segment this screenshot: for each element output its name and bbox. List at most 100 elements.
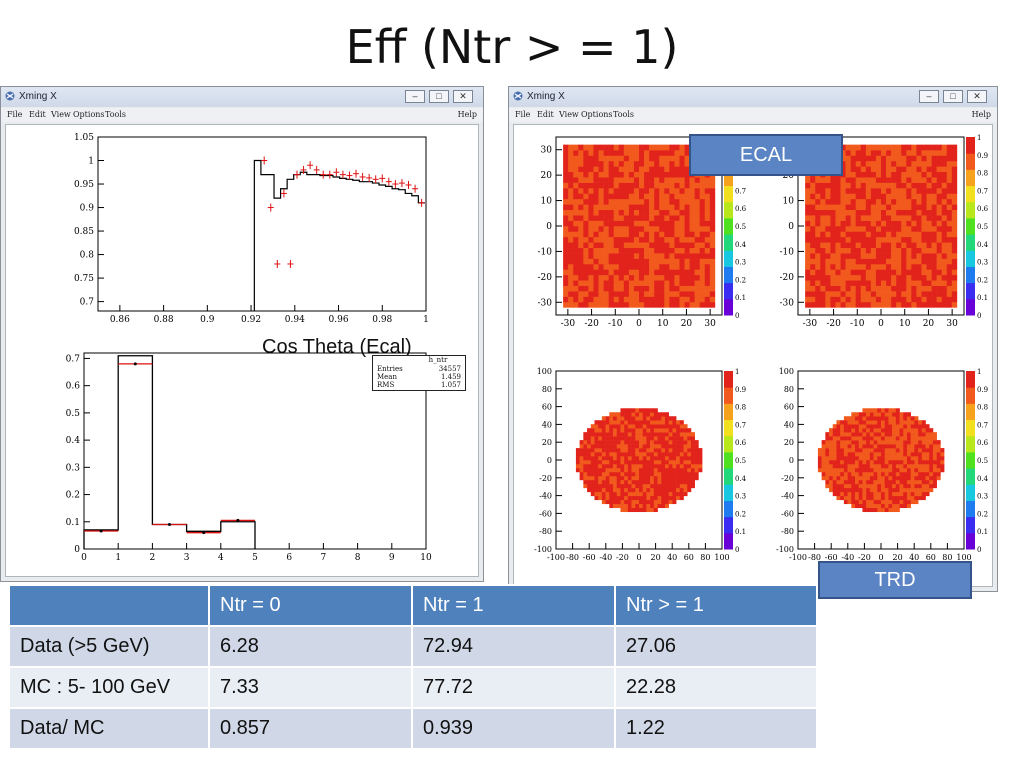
heatmap-cell (642, 424, 647, 429)
heatmap-cell (628, 188, 635, 194)
heatmap-cell (578, 263, 584, 270)
heatmap-cell (825, 471, 830, 477)
heatmap-cell (855, 215, 862, 221)
heatmap-cell (835, 247, 841, 254)
x-tick-label: 0.98 (372, 315, 392, 325)
heatmap-cell (578, 296, 584, 303)
heatmap-cell (704, 242, 711, 248)
heatmap-cell (843, 475, 848, 481)
heatmap-cell (664, 448, 669, 453)
close-button[interactable]: ✕ (453, 90, 473, 103)
x-tick-label: 0 (636, 319, 642, 329)
menu-file[interactable]: File (7, 110, 23, 119)
heatmap-cell (609, 452, 614, 457)
heatmap-cell (623, 171, 630, 178)
heatmap-cell (881, 280, 887, 286)
root-canvas[interactable]: 1.05 1 0.95 0.9 0.85 0.8 0.75 0.7 0.86 0.88 0.9 0.9… (5, 124, 479, 577)
menu-help[interactable]: Help (457, 110, 477, 119)
heatmap-cell (877, 412, 882, 417)
heatmap-cell (674, 198, 680, 205)
heatmap-cell (825, 467, 830, 473)
heatmap-cell (654, 150, 660, 156)
heatmap-cell (573, 220, 579, 227)
heatmap-cell (669, 209, 675, 216)
heatmap-cell (623, 226, 630, 232)
heatmap-cell (881, 177, 887, 183)
heatmap-cell (684, 236, 690, 243)
heatmap-cell (633, 285, 640, 292)
heatmap-cell (669, 291, 675, 297)
heatmap-cell (860, 247, 867, 254)
menu-view[interactable]: View (51, 110, 71, 119)
heatmap-cell (684, 215, 690, 221)
heatmap-cell (810, 301, 816, 308)
heatmap-cell (654, 198, 660, 205)
maximize-button[interactable]: □ (943, 90, 963, 103)
heatmap-cell (608, 231, 615, 238)
heatmap-cell (687, 483, 692, 489)
heatmap-cell (672, 463, 677, 469)
heatmap-cell (906, 475, 911, 481)
heatmap-cell (860, 160, 867, 167)
heatmap-cell (835, 177, 841, 183)
heatmap-cell (709, 193, 716, 200)
efficiency-vs-costheta-plot: 1.05 1 0.95 0.9 0.85 0.8 0.75 0.7 0.86 0.88 0.9 0.9… (6, 125, 480, 345)
root-canvas[interactable]: 3020100-10-20-30-30-20-10010203010.90.80… (513, 124, 993, 587)
maximize-button[interactable]: □ (429, 90, 449, 103)
menu-edit[interactable]: Edit (29, 110, 46, 119)
menu-options[interactable]: Options (73, 110, 105, 119)
menu-view[interactable]: View (559, 110, 579, 119)
heatmap-cell (642, 507, 647, 513)
window-title: Xming X (527, 91, 565, 102)
heatmap-cell (886, 155, 892, 162)
minimize-button[interactable]: – (919, 90, 939, 103)
colorbar-segment (724, 500, 733, 518)
colorbar-tick-label: 0.4 (735, 475, 747, 483)
heatmap-cell (608, 253, 615, 259)
heatmap-cell (654, 177, 660, 183)
xming-window-left[interactable]: Xming X – □ ✕ File Edit View Options Too… (0, 86, 484, 582)
menu-tools[interactable]: Tools (613, 110, 635, 119)
heatmap-cell (694, 220, 701, 227)
menu-edit[interactable]: Edit (537, 110, 554, 119)
heatmap-cell (635, 440, 640, 445)
heatmap-cell (888, 408, 893, 413)
heatmap-cell (862, 507, 867, 513)
y-tick-label: -20 (538, 273, 553, 283)
window-titlebar[interactable]: Xming X – □ ✕ (1, 87, 483, 107)
heatmap-cell (598, 296, 604, 303)
window-titlebar[interactable]: Xming X – □ ✕ (509, 87, 997, 107)
heatmap-cell (873, 479, 878, 485)
heatmap-cell (605, 428, 610, 433)
heatmap-cell (840, 460, 845, 465)
heatmap-cell (851, 483, 856, 489)
menu-file[interactable]: File (515, 110, 531, 119)
minimize-button[interactable]: – (405, 90, 425, 103)
heatmap-cell (642, 456, 647, 461)
heatmap-cell (627, 420, 632, 425)
heatmap-cell (910, 424, 915, 429)
close-button[interactable]: ✕ (967, 90, 987, 103)
heatmap-cell (650, 499, 655, 505)
heatmap-cell (573, 258, 579, 265)
heatmap-cell (573, 242, 579, 248)
heatmap-cell (689, 263, 695, 270)
heatmap-cell (886, 258, 892, 265)
heatmap-cell (664, 263, 670, 270)
heatmap-cell (817, 460, 822, 465)
heatmap-cell (616, 444, 621, 449)
heatmap-cell (609, 424, 614, 429)
heatmap-cell (916, 182, 922, 189)
heatmap-cell (895, 432, 900, 437)
menu-options[interactable]: Options (581, 110, 613, 119)
heatmap-cell (862, 503, 867, 509)
heatmap-cell (664, 269, 670, 276)
y-tick-label: 0.3 (66, 463, 81, 473)
heatmap-cell (870, 236, 877, 243)
menu-tools[interactable]: Tools (105, 110, 127, 119)
heatmap-cell (825, 460, 830, 465)
menu-help[interactable]: Help (971, 110, 991, 119)
heatmap-cell (598, 193, 604, 200)
heatmap-cell (694, 253, 701, 259)
heatmap-cell (679, 144, 685, 151)
